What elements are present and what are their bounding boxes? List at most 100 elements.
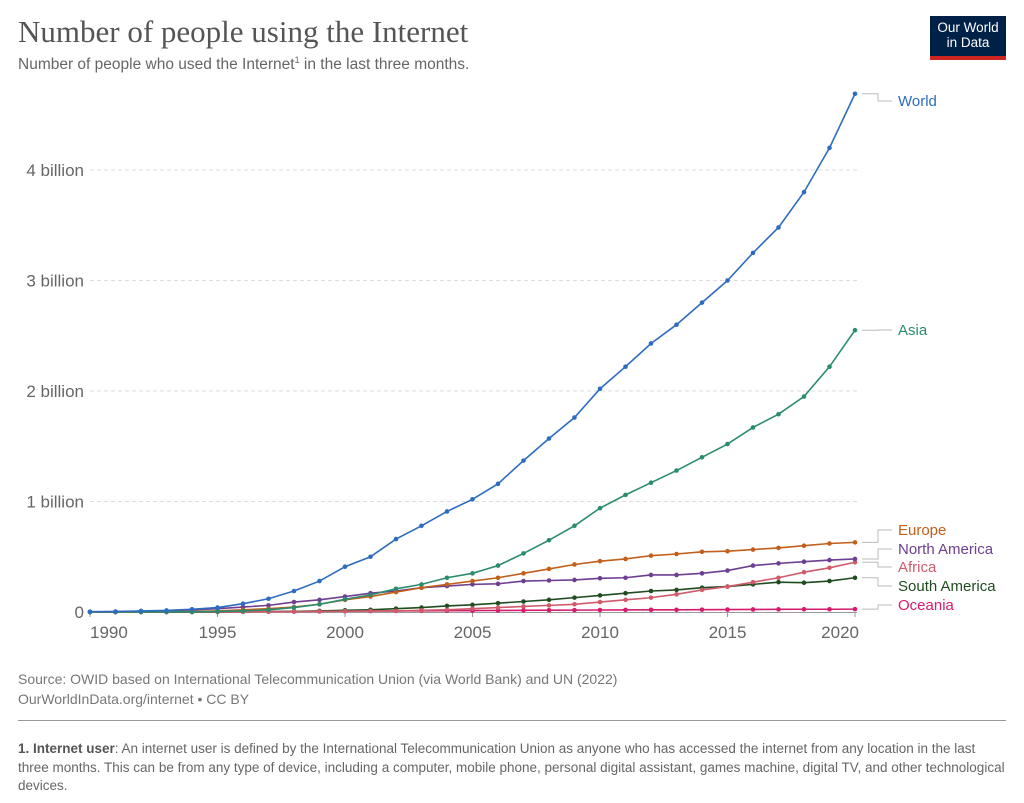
data-point (827, 364, 832, 369)
data-point (699, 587, 705, 593)
data-point (572, 523, 577, 529)
data-point (495, 605, 501, 610)
data-point (852, 327, 858, 333)
data-point (572, 562, 577, 567)
data-point (699, 549, 705, 555)
data-point (240, 608, 246, 614)
data-point (215, 609, 220, 614)
data-point (521, 578, 526, 584)
data-point (648, 572, 654, 578)
data-point (623, 556, 628, 562)
data-point (419, 585, 424, 590)
footnote-ref[interactable]: 1 (294, 55, 300, 65)
label-connector (862, 604, 892, 610)
data-point (648, 480, 654, 486)
logo-line: in Data (946, 35, 990, 50)
data-point (827, 145, 832, 151)
data-point (572, 577, 577, 583)
logo-line: Our World (937, 20, 999, 35)
data-point (750, 563, 756, 568)
series-line-world (89, 93, 856, 613)
data-point (317, 597, 322, 603)
series-label: North America (898, 541, 994, 558)
data-point (674, 592, 679, 597)
data-point (776, 575, 781, 581)
x-tick-label: 2005 (454, 623, 492, 642)
data-point (342, 608, 348, 614)
y-tick-label: 3 billion (26, 272, 84, 291)
data-point (827, 565, 832, 571)
data-point (317, 609, 322, 614)
x-tick-label: 2010 (581, 623, 619, 642)
footnote-text: : An internet user is defined by the Int… (18, 741, 1005, 793)
chart-subtitle: Number of people who used the Internet1 … (18, 55, 469, 74)
label-connector (862, 548, 892, 560)
data-point (419, 608, 424, 613)
data-point (776, 561, 781, 566)
data-point (674, 551, 679, 557)
series-label: Europe (898, 522, 946, 539)
data-point (699, 455, 705, 460)
divider (18, 720, 1006, 721)
x-tick-label: 2000 (326, 623, 364, 642)
data-point (317, 578, 322, 584)
x-tick-label: 1990 (90, 623, 128, 642)
data-point (750, 250, 756, 256)
data-point (495, 600, 501, 606)
data-point (521, 551, 526, 556)
data-point (699, 300, 705, 305)
data-point (623, 597, 628, 603)
data-point (750, 579, 756, 585)
data-point (546, 436, 552, 441)
data-point (444, 509, 450, 514)
data-point (87, 609, 93, 614)
series-line-asia (90, 329, 856, 613)
data-point (725, 568, 730, 573)
subtitle-text-end: in the last three months. (299, 56, 470, 74)
data-point (470, 582, 475, 587)
data-point (444, 607, 450, 613)
data-point (546, 566, 552, 572)
subtitle-text: Number of people who used the Internet (18, 56, 295, 74)
data-point (495, 563, 501, 568)
data-point (164, 608, 169, 613)
data-point (648, 341, 654, 346)
data-point (801, 189, 807, 195)
data-point (597, 386, 603, 392)
y-tick-label: 2 billion (26, 382, 84, 401)
data-point (674, 587, 679, 593)
data-point (623, 575, 628, 581)
data-point (648, 553, 654, 558)
data-point (393, 589, 399, 595)
line-chart: 0 1 billion 2 billion 3 billion 4 billion 199… (26, 91, 996, 642)
source: Source: OWID based on International Tele… (18, 669, 617, 709)
source-link[interactable]: OurWorldInData.org/internet • CC BY (18, 691, 250, 707)
data-point (623, 364, 628, 369)
data-point (801, 394, 807, 399)
data-point (827, 578, 832, 584)
series-line-europe (90, 541, 856, 613)
chart-title: Number of people using the Internet (18, 14, 469, 49)
data-point (852, 540, 858, 545)
x-tick-label: 2020 (821, 623, 859, 642)
data-point (852, 556, 858, 562)
y-tick-label: 0 (75, 603, 84, 622)
data-point (750, 607, 756, 612)
series-label: Africa (898, 559, 937, 576)
data-point (674, 468, 679, 473)
data-point (470, 571, 475, 576)
data-point (266, 603, 271, 608)
label-connector (862, 93, 892, 102)
data-point (215, 605, 220, 610)
label-connector (862, 529, 892, 543)
data-point (521, 599, 526, 604)
data-point (725, 278, 730, 283)
data-point (648, 595, 654, 600)
data-point (470, 606, 475, 611)
owid-logo[interactable]: Our World in Data (930, 16, 1006, 60)
data-point (291, 605, 297, 610)
data-point (393, 608, 399, 614)
data-point (189, 606, 195, 612)
data-point (419, 582, 424, 587)
data-point (266, 607, 271, 613)
